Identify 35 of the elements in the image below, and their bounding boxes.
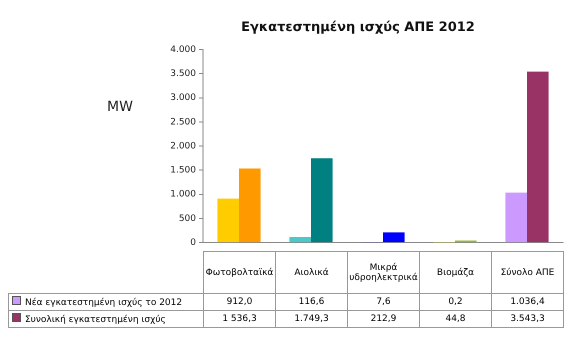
- bar: [383, 232, 405, 242]
- data-label: 1 536,3: [204, 310, 276, 328]
- y-tick-label: 2.000: [170, 141, 196, 152]
- bar: [217, 198, 239, 242]
- bar: [239, 168, 261, 242]
- bar: [527, 72, 549, 242]
- data-label: 116,6: [276, 294, 348, 310]
- bar: [311, 158, 333, 242]
- y-tick-label: 1.500: [170, 166, 196, 176]
- x-tick-label: Αιολικά: [276, 252, 348, 294]
- data-label: 1.036,4: [492, 294, 564, 310]
- legend-label: Νέα εγκατεστημένη ισχύς το 2012: [8, 294, 204, 310]
- data-label: 212,9: [348, 310, 420, 328]
- x-tick-label: Φωτοβολταϊκά: [204, 252, 276, 294]
- y-tick-label: 4.000: [170, 44, 196, 55]
- y-tick-label: 1.000: [170, 190, 196, 200]
- data-label: 1.749,3: [276, 310, 348, 328]
- bar: [505, 192, 527, 242]
- data-label: 7,6: [348, 294, 420, 310]
- y-axis-title: MW: [107, 99, 134, 116]
- data-label: 44,8: [420, 310, 492, 328]
- y-tick-label: 500: [178, 214, 196, 224]
- data-label: 0,2: [420, 294, 492, 310]
- x-tick-label: Μικρά υδροηλεκτρικά: [348, 252, 420, 294]
- data-label: 912,0: [204, 294, 276, 310]
- y-tick-label: 0: [190, 238, 196, 248]
- legend-label: Συνολική εγκατεστημένη ισχύς: [8, 310, 204, 328]
- data-label: 3.543,3: [492, 310, 564, 328]
- x-tick-label: Σύνολο ΑΠΕ: [492, 252, 564, 294]
- y-tick-label: 3.000: [170, 93, 196, 104]
- chart-title: Εγκατεστημένη ισχύς ΑΠΕ 2012: [241, 20, 475, 36]
- bar: [289, 236, 311, 242]
- x-tick-label: Βιομάζα: [420, 252, 492, 294]
- y-tick-label: 3.500: [170, 69, 196, 80]
- y-tick-label: 2.500: [170, 117, 196, 128]
